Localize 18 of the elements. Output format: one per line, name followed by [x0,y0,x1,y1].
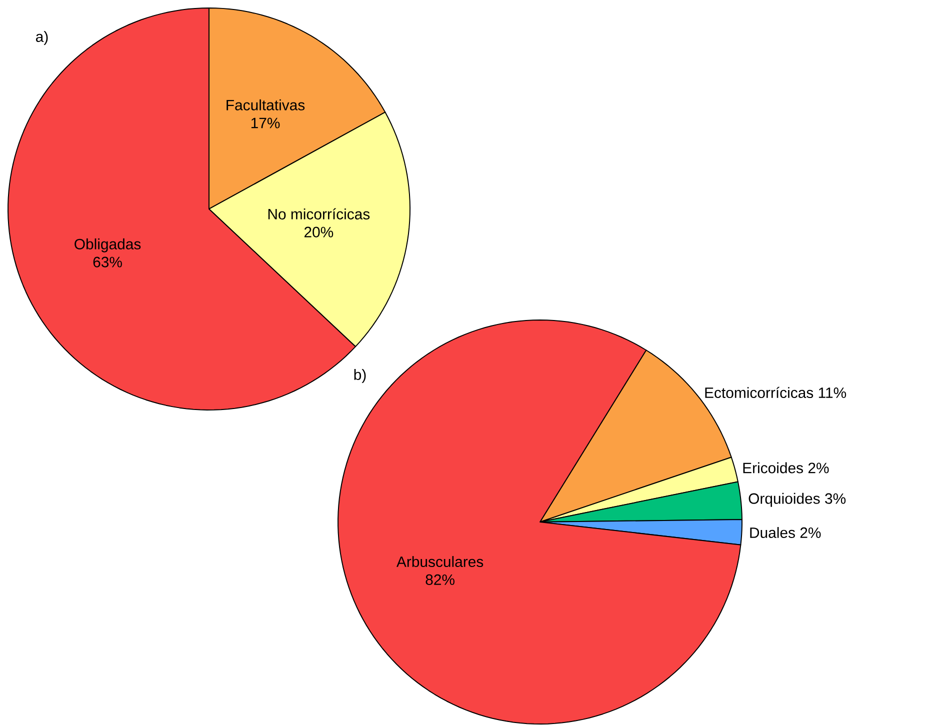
slice-label: Orquioides [748,492,820,507]
data-label: 20% [304,226,334,238]
data-label: 11% [818,388,846,398]
data-label: 2% [800,527,821,538]
slice-label: Obligadas [74,238,141,252]
slice-label: Facultativas [226,99,305,110]
text: a) [36,31,48,45]
data-label: 3% [825,493,846,504]
slice-label: Ericoides [743,462,803,474]
data-label: 82% [426,574,454,585]
data-label: 2% [808,462,829,474]
data-label: 17% [251,118,280,128]
slice-label: Arbusculares [396,556,484,568]
data-label: 63% [93,256,122,268]
slice-label: No micorrícicas [268,208,370,220]
slice-label: Ectomicorrícicas [705,386,814,398]
slice-label: Duales [750,527,795,538]
text: b) [354,369,366,383]
